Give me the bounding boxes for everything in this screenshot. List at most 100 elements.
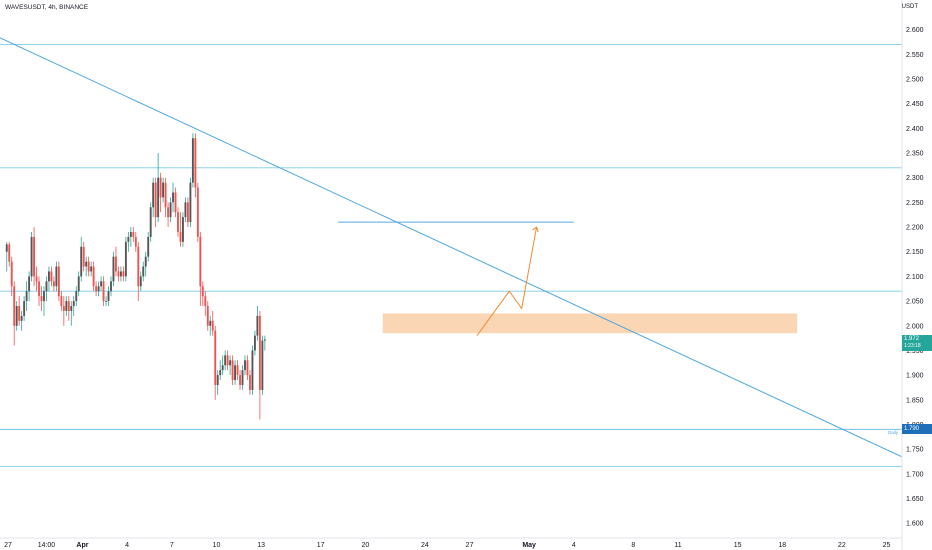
- candle: [261, 335, 264, 395]
- candle-body: [82, 246, 85, 267]
- candle: [80, 236, 83, 282]
- candle-body: [75, 291, 78, 302]
- time-tick-label: 18: [778, 542, 786, 549]
- candle: [214, 325, 217, 400]
- candle-body: [211, 320, 214, 331]
- candle: [20, 310, 23, 331]
- candle: [169, 197, 172, 223]
- candle-body: [244, 360, 246, 371]
- candle: [15, 301, 18, 331]
- candle-body: [95, 286, 98, 292]
- candle-body: [5, 244, 8, 252]
- candle-body: [10, 261, 13, 287]
- candle-body: [80, 246, 83, 277]
- candle: [186, 197, 189, 228]
- candle: [174, 187, 177, 218]
- candle-body: [253, 335, 256, 351]
- candle: [85, 256, 88, 277]
- trendline-segment: [0, 37, 902, 458]
- time-tick-label: 14:00: [38, 542, 56, 549]
- candle-body: [139, 276, 142, 287]
- candle: [159, 172, 162, 213]
- time-tick-label: 24: [421, 542, 429, 549]
- price-tick-label: 1.950: [906, 348, 924, 355]
- candle: [263, 335, 266, 351]
- candle-body: [57, 266, 60, 297]
- candle-body: [85, 261, 88, 267]
- price-tick-label: 1.700: [906, 471, 924, 478]
- candle-body: [219, 370, 222, 376]
- candle: [25, 281, 28, 311]
- candle: [97, 281, 100, 297]
- candle: [194, 133, 197, 198]
- candle-body: [33, 236, 36, 277]
- candle-body: [105, 301, 107, 302]
- candle-body: [30, 236, 33, 277]
- trendline[interactable]: [0, 0, 902, 458]
- candle: [18, 296, 21, 326]
- time-tick-label: 17: [317, 542, 325, 549]
- price-tick-label: 1.850: [906, 397, 924, 404]
- price-tick-label: 2.250: [906, 200, 924, 207]
- candle: [48, 266, 50, 292]
- candle: [65, 296, 68, 316]
- horizontal-levels: [0, 44, 902, 467]
- candle-body: [149, 207, 152, 237]
- candle-body: [206, 306, 209, 326]
- price-tick-label: 2.000: [906, 323, 924, 330]
- time-tick-label: 20: [361, 542, 369, 549]
- candle-body: [196, 187, 199, 237]
- time-tick-label: 4: [572, 542, 576, 549]
- candle-body: [102, 281, 105, 302]
- candle-body: [204, 296, 207, 307]
- candle: [87, 256, 90, 277]
- candle-body: [154, 182, 157, 218]
- time-axis[interactable]: 27 14:00 Apr 4 7 10 13 17 20 24 27 May 4 8 11 15 18 22 25: [4, 542, 890, 549]
- candle: [119, 266, 122, 282]
- candle: [144, 251, 147, 277]
- candle: [129, 227, 132, 247]
- candle: [251, 345, 254, 395]
- candle: [13, 281, 16, 346]
- price-tick-label: 1.600: [906, 521, 924, 528]
- currency-unit: USDT: [901, 4, 918, 10]
- price-tick-label: 2.050: [906, 299, 924, 306]
- candle-body: [201, 286, 204, 297]
- candle: [189, 177, 192, 228]
- candle-body: [241, 370, 244, 385]
- candle-body: [246, 360, 249, 376]
- price-tick-label: 2.200: [906, 225, 924, 232]
- candle-body: [216, 375, 219, 385]
- resistance-zone[interactable]: [382, 313, 798, 334]
- candle: [134, 231, 137, 252]
- last-price-countdown: 1:23:18: [904, 342, 921, 349]
- price-axis[interactable]: 2.600 2.550 2.500 2.450 2.400 2.350 2.300 2.250…: [906, 27, 924, 528]
- candle: [152, 177, 155, 218]
- candle-body: [127, 236, 130, 242]
- candle-body: [72, 301, 75, 307]
- candle: [28, 271, 31, 302]
- candle-body: [28, 276, 31, 292]
- candle-body: [164, 182, 167, 208]
- candle-body: [236, 365, 239, 376]
- candle-body: [191, 138, 194, 183]
- candle: [211, 310, 214, 336]
- candle-body: [18, 306, 21, 321]
- candle: [204, 291, 207, 316]
- projection-path[interactable]: [476, 226, 539, 336]
- candle: [219, 360, 222, 381]
- candle-body: [177, 212, 179, 232]
- candle: [75, 286, 78, 307]
- candle: [82, 241, 85, 272]
- time-tick-label: 15: [734, 542, 742, 549]
- candle: [10, 256, 13, 297]
- candle: [30, 231, 33, 282]
- candle-body: [129, 231, 132, 237]
- time-tick-label: 4: [125, 542, 129, 549]
- candle-body: [263, 339, 266, 341]
- candle: [249, 370, 251, 395]
- candle: [239, 370, 241, 390]
- candle-body: [194, 138, 197, 188]
- candle: [105, 296, 107, 307]
